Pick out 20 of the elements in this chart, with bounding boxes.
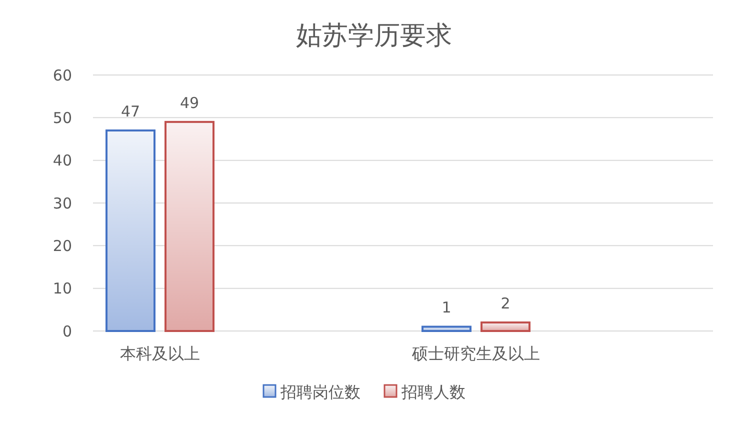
bar [164,120,214,332]
y-tick-label: 60 [52,66,72,84]
bar [422,326,472,332]
bar [106,129,156,332]
legend-label: 招聘人数 [400,382,466,402]
y-tick-label: 40 [52,152,72,170]
y-tick-label: 0 [62,322,72,340]
data-label: 49 [180,94,200,112]
bar [480,321,530,332]
legend-label: 招聘岗位数 [280,382,360,402]
data-label: 47 [120,102,140,120]
x-tick-label: 硕士研究生及以上 [411,344,540,363]
data-label: 2 [500,294,510,312]
data-label: 1 [442,298,452,317]
x-tick-label: 本科及以上 [120,344,200,363]
y-tick-label: 30 [52,194,72,212]
chart-title: 姑苏学历要求 [296,21,452,51]
y-tick-label: 50 [52,108,72,127]
y-tick-label: 10 [52,280,72,298]
y-tick-label: 20 [52,236,72,255]
